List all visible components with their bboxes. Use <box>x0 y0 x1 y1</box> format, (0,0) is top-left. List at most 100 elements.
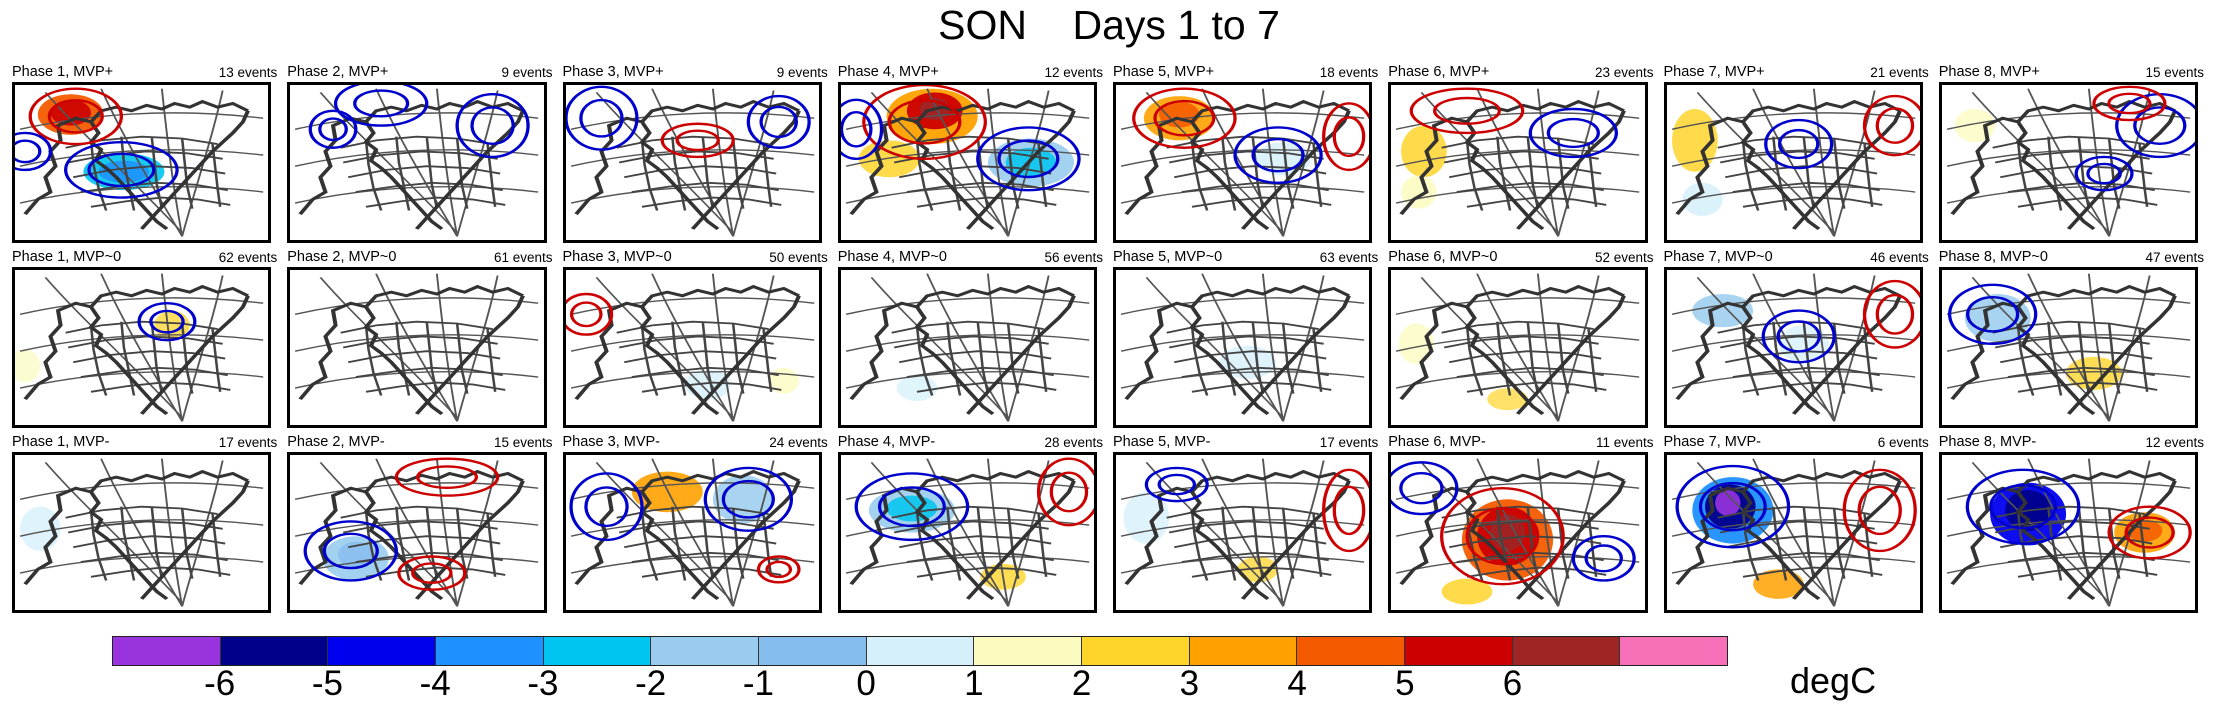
graticule-line <box>295 371 539 389</box>
map-panel[interactable]: Phase 3, MVP~0 50 events <box>559 247 834 432</box>
panel-title: Phase 1, MVP+ <box>12 64 114 80</box>
map-frame[interactable] <box>1663 82 1923 243</box>
map-frame[interactable] <box>562 452 822 613</box>
graticule-line <box>1396 149 1640 167</box>
map-frame[interactable] <box>1113 267 1373 428</box>
map-frame[interactable] <box>12 82 272 243</box>
state-border <box>1496 136 1512 211</box>
graticule-line <box>19 186 264 204</box>
height-contour <box>2086 162 2122 185</box>
map-frame[interactable] <box>837 82 1097 243</box>
map-panel[interactable]: Phase 5, MVP- 17 events <box>1109 432 1384 617</box>
graticule-line <box>1201 88 1285 237</box>
height-contour <box>334 85 429 127</box>
map-frame[interactable] <box>1663 267 1923 428</box>
colorbar-tick: 4 <box>1287 664 1307 703</box>
map-frame[interactable] <box>1388 82 1648 243</box>
map-frame[interactable] <box>1938 452 2198 613</box>
map-panel[interactable]: Phase 2, MVP- 15 events <box>283 432 558 617</box>
coastline <box>1950 99 2177 230</box>
map-panel[interactable]: Phase 4, MVP- 28 events <box>834 432 1109 617</box>
map-frame[interactable] <box>287 267 547 428</box>
height-contour <box>583 486 629 528</box>
state-border <box>1190 510 1209 581</box>
height-contour <box>1332 116 1366 158</box>
state-border <box>456 138 469 209</box>
map-panel[interactable]: Phase 4, MVP+ 12 events <box>834 62 1109 247</box>
map-panel[interactable]: Phase 1, MVP+ 13 events <box>8 62 283 247</box>
map-panel[interactable]: Phase 8, MVP+ 15 events <box>1935 62 2210 247</box>
height-contour <box>565 292 613 336</box>
map-frame[interactable] <box>837 267 1097 428</box>
colorbar-tick: -1 <box>742 664 774 703</box>
map-panel[interactable]: Phase 5, MVP+ 18 events <box>1109 62 1384 247</box>
map-frame[interactable] <box>12 267 272 428</box>
height-contour <box>674 129 720 152</box>
map-panel[interactable]: Phase 4, MVP~0 56 events <box>834 247 1109 432</box>
map-panel[interactable]: Phase 8, MVP- 12 events <box>1935 432 2210 617</box>
graticule-line <box>711 458 734 607</box>
map-panel[interactable]: Phase 3, MVP+ 9 events <box>559 62 834 247</box>
map-panel[interactable]: Phase 2, MVP+ 9 events <box>283 62 558 247</box>
graticule-line <box>1396 334 1640 352</box>
map-panel[interactable]: Phase 8, MVP~0 47 events <box>1935 247 2210 432</box>
map-panel[interactable]: Phase 7, MVP~0 46 events <box>1660 247 1935 432</box>
graticule-line <box>925 88 1009 237</box>
map-frame[interactable] <box>12 452 272 613</box>
height-contour <box>660 122 735 159</box>
state-border <box>1741 140 1759 211</box>
map-panel[interactable]: Phase 6, MVP+ 23 events <box>1384 62 1659 247</box>
graticule-line <box>1120 371 1365 389</box>
state-border <box>700 321 714 394</box>
map-frame[interactable] <box>1938 267 2198 428</box>
state-border <box>89 325 108 396</box>
map-canvas <box>1391 270 1645 425</box>
state-border <box>915 325 934 396</box>
height-contour <box>578 98 624 138</box>
map-canvas <box>1666 455 1920 610</box>
map-frame[interactable] <box>1113 452 1373 613</box>
map-canvas <box>15 455 269 610</box>
anomaly-shading <box>1401 125 1447 178</box>
anomaly-shading <box>1005 147 1057 178</box>
height-contour <box>1947 283 2038 346</box>
map-frame[interactable] <box>287 452 547 613</box>
map-panel[interactable]: Phase 1, MVP- 17 events <box>8 432 283 617</box>
map-panel[interactable]: Phase 2, MVP~0 61 events <box>283 247 558 432</box>
height-contour <box>318 117 349 142</box>
map-frame[interactable] <box>837 452 1097 613</box>
height-contour <box>1761 309 1836 364</box>
coastline <box>573 99 801 230</box>
map-frame[interactable] <box>1113 82 1373 243</box>
map-panel[interactable]: Phase 7, MVP- 6 events <box>1660 432 1935 617</box>
graticule-line <box>1751 458 1835 607</box>
map-frame[interactable] <box>1388 452 1648 613</box>
map-frame[interactable] <box>1663 452 1923 613</box>
map-panel[interactable]: Phase 6, MVP~0 52 events <box>1384 247 1659 432</box>
panel-event-count: 6 events <box>1877 435 1929 450</box>
state-border <box>1037 513 1048 577</box>
map-frame[interactable] <box>562 267 822 428</box>
height-contour <box>1465 507 1540 566</box>
graticule-line <box>986 88 1009 237</box>
panel-title: Phase 3, MVP~0 <box>562 249 672 265</box>
map-frame[interactable] <box>1938 82 2198 243</box>
map-panel[interactable]: Phase 3, MVP- 24 events <box>559 432 834 617</box>
panel-header: Phase 8, MVP- 12 events <box>1935 432 2210 452</box>
map-panel[interactable]: Phase 1, MVP~0 62 events <box>8 247 283 432</box>
graticule-line <box>295 482 539 500</box>
map-frame[interactable] <box>287 82 547 243</box>
anomaly-shading <box>896 375 937 402</box>
map-frame[interactable] <box>562 82 822 243</box>
map-panel[interactable]: Phase 6, MVP- 11 events <box>1384 432 1659 617</box>
coastline <box>573 284 801 415</box>
height-contour <box>565 85 639 151</box>
map-frame[interactable] <box>1388 267 1648 428</box>
panel-title: Phase 8, MVP~0 <box>1938 249 2048 265</box>
height-contour <box>64 141 179 199</box>
map-panel[interactable]: Phase 5, MVP~0 63 events <box>1109 247 1384 432</box>
anomaly-shading <box>1441 578 1493 605</box>
map-panel[interactable]: Phase 7, MVP+ 21 events <box>1660 62 1935 247</box>
state-border <box>1862 328 1873 392</box>
state-border <box>364 140 383 211</box>
